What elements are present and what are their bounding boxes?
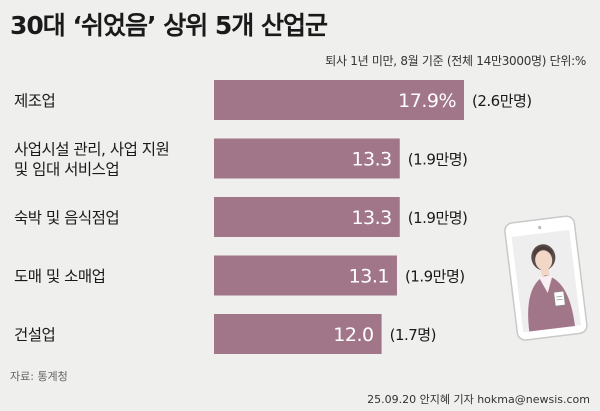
value-label-5: 12.0 — [333, 324, 373, 346]
bar-2 — [214, 138, 400, 179]
chart-title: 30대 ‘쉬었음’ 상위 5개 산업군 — [10, 11, 328, 40]
count-annotation-1: (2.6만명) — [472, 92, 532, 110]
bar-4 — [214, 255, 397, 296]
category-label-2: 사업시설 관리, 사업 지원 및 임대 서비스업 — [14, 141, 169, 179]
category-label-1: 제조업 — [14, 92, 55, 110]
count-annotation-3: (1.9만명) — [408, 209, 468, 227]
source-note: 자료: 통계청 — [10, 370, 68, 383]
value-label-1: 17.9% — [398, 90, 456, 112]
category-label-5: 건설업 — [14, 326, 55, 344]
count-annotation-4: (1.9만명) — [405, 268, 465, 286]
credit-line: 25.09.20 안지혜 기자 hokma@newsis.com — [367, 393, 590, 406]
category-label-4: 도매 및 소매업 — [14, 268, 105, 286]
chart-subtitle: 퇴사 1년 미만, 8월 기준 (전체 14만3000명) 단위:% — [325, 54, 586, 68]
bar-1 — [214, 80, 464, 120]
count-annotation-2: (1.9만명) — [408, 151, 468, 169]
category-label-3: 숙박 및 음식점업 — [14, 209, 119, 227]
value-label-2: 13.3 — [351, 149, 391, 171]
value-label-3: 13.3 — [351, 207, 391, 229]
bar-3 — [214, 197, 400, 237]
count-annotation-5: (1.7명) — [390, 326, 436, 344]
bar-5 — [214, 314, 382, 354]
tablet-person-illustration — [504, 215, 588, 341]
value-label-4: 13.1 — [349, 266, 389, 288]
